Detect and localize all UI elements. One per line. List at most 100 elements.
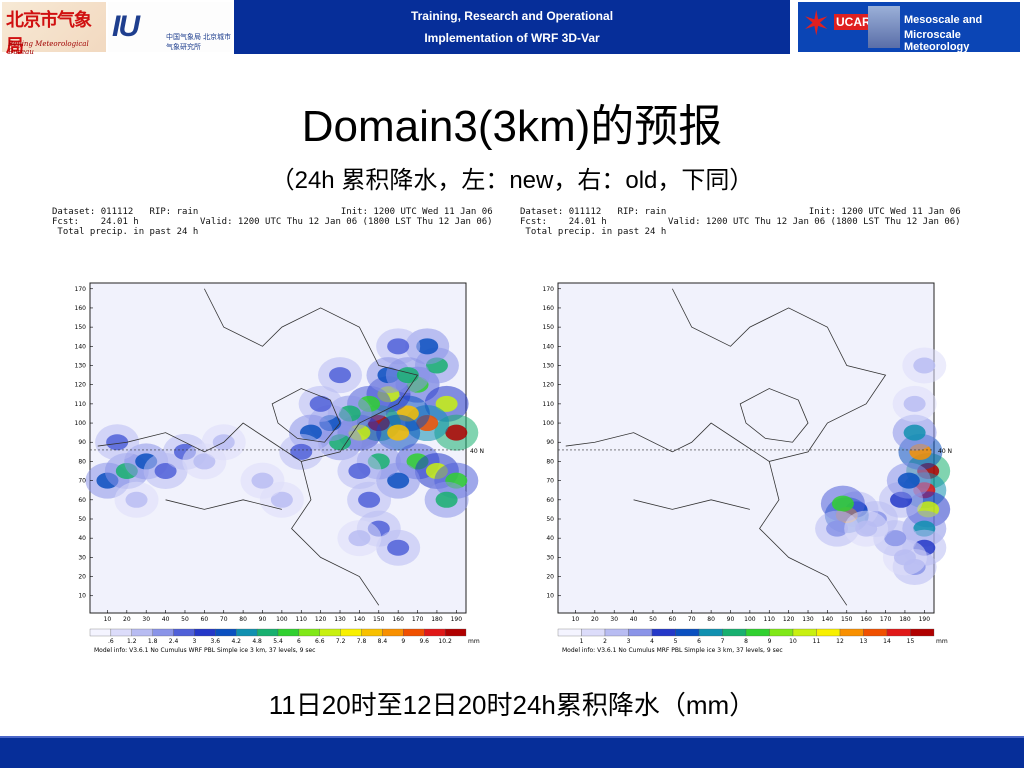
colorbar-swatch — [152, 628, 174, 637]
colorbar-swatch — [651, 628, 676, 637]
model-info: Model info: V3.6.1 No Cumulus MRF PBL Si… — [562, 647, 783, 654]
colorbar-label: 9.6 — [419, 638, 429, 645]
colorbar-label: 3 — [627, 638, 631, 645]
colorbar-swatch — [424, 628, 446, 637]
ucar-star-icon: ✶ — [802, 5, 831, 43]
y-tick-label: 40 — [546, 535, 554, 542]
header-banner: 北京市气象局 Beijing Meteorological Bureau IU … — [0, 0, 1024, 57]
x-tick-label: 50 — [649, 616, 657, 623]
colorbar-swatch — [816, 628, 841, 637]
y-tick-label: 20 — [546, 574, 554, 581]
y-tick-label: 100 — [75, 420, 87, 427]
x-tick-label: 110 — [764, 616, 776, 623]
x-tick-label: 130 — [802, 616, 814, 623]
y-tick-label: 20 — [78, 574, 86, 581]
colorbar-label: 12 — [836, 638, 844, 645]
precip-cell — [290, 443, 313, 460]
precip-cell — [329, 367, 352, 384]
colorbar-label: 7 — [721, 638, 725, 645]
x-tick-label: 100 — [744, 616, 756, 623]
x-tick-label: 20 — [591, 616, 599, 623]
footer-band — [0, 738, 1024, 768]
colorbar-swatch — [131, 628, 153, 637]
x-tick-label: 70 — [688, 616, 696, 623]
precip-map-old: 40 N10 20 30 40 50 60 70 80 90 100 110 120 130 140 150… — [543, 282, 952, 654]
colorbar-label: 7.8 — [357, 638, 367, 645]
x-tick-label: 30 — [142, 616, 150, 623]
latitude-label: 40 N — [938, 448, 952, 455]
beijing-bureau-logo: 北京市气象局 Beijing Meteorological Bureau — [2, 2, 106, 57]
panel-left-meta-right: Init: 1200 UTC Wed 11 Jan 06 Valid: 1200… — [200, 207, 493, 227]
beijing-bureau-logo-subtext: Beijing Meteorological Bureau — [8, 40, 89, 56]
precip-cell — [358, 491, 381, 508]
x-tick-label: 190 — [919, 616, 931, 623]
x-tick-label: 50 — [181, 616, 189, 623]
x-tick-label: 180 — [431, 616, 443, 623]
colorbar-label: 7.2 — [336, 638, 346, 645]
colorbar-swatch — [557, 628, 582, 637]
y-tick-label: 10 — [78, 593, 86, 600]
y-tick-label: 160 — [543, 305, 555, 312]
precip-cell — [445, 424, 468, 441]
precip-cell — [903, 395, 926, 412]
precip-cell — [416, 338, 439, 355]
y-tick-label: 120 — [75, 382, 87, 389]
precip-cell — [106, 434, 129, 451]
boundary-line-north — [97, 288, 419, 462]
colorbar-swatch — [444, 628, 467, 637]
boundary-line-north — [565, 288, 887, 462]
header-title-line1: Training, Research and Operational — [410, 9, 614, 23]
colorbar-swatch — [194, 628, 216, 637]
colorbar-label: 14 — [883, 638, 891, 645]
colorbar-label: 5 — [674, 638, 678, 645]
colorbar-swatch — [581, 628, 606, 637]
colorbar-swatch — [110, 628, 132, 637]
precip-cell — [270, 491, 293, 508]
y-tick-label: 70 — [546, 478, 554, 485]
colorbar-label: 13 — [860, 638, 868, 645]
x-tick-label: 90 — [259, 616, 267, 623]
y-tick-label: 70 — [78, 478, 86, 485]
y-tick-label: 120 — [543, 382, 555, 389]
colorbar-label: 4.8 — [252, 638, 262, 645]
precip-cell — [884, 530, 907, 547]
x-tick-label: 140 — [354, 616, 366, 623]
y-tick-label: 130 — [543, 363, 555, 370]
ium-logo-text: IU — [112, 10, 140, 43]
colorbar-swatch — [215, 628, 237, 637]
panel-left-meta-left: Dataset: 011112 RIP: rain Fcst: 24.01 h … — [52, 207, 199, 237]
precip-cell — [913, 357, 936, 374]
colorbar-swatch — [910, 628, 935, 637]
y-tick-label: 50 — [78, 516, 86, 523]
colorbar-swatch — [886, 628, 911, 637]
header-title-band: Training, Research and Operational Imple… — [234, 0, 790, 54]
y-tick-label: 60 — [546, 497, 554, 504]
colorbar-label: 4.2 — [231, 638, 241, 645]
x-tick-label: 170 — [412, 616, 424, 623]
colorbar-label: 9 — [768, 638, 772, 645]
x-tick-label: 130 — [334, 616, 346, 623]
colorbar-label: 2 — [603, 638, 607, 645]
y-tick-label: 90 — [78, 439, 86, 446]
y-tick-label: 170 — [543, 286, 555, 293]
x-tick-label: 10 — [572, 616, 580, 623]
x-tick-label: 150 — [841, 616, 853, 623]
y-tick-label: 90 — [546, 439, 554, 446]
precip-cell — [193, 453, 216, 470]
y-tick-label: 130 — [75, 363, 87, 370]
panel-right-meta-right: Init: 1200 UTC Wed 11 Jan 06 Valid: 1200… — [668, 207, 961, 227]
colorbar-swatch — [769, 628, 794, 637]
precip-cell — [855, 520, 878, 537]
ium-logo: IU 中国气象局 北京城市气象研究所 — [108, 2, 232, 52]
x-tick-label: 90 — [727, 616, 735, 623]
colorbar-label: 8 — [744, 638, 748, 645]
slide-subtitle: （24h 累积降水，左：new，右：old，下同） — [270, 167, 754, 194]
colorbar-label: 1.8 — [148, 638, 158, 645]
precip-cell — [251, 472, 274, 489]
y-tick-label: 10 — [546, 593, 554, 600]
y-tick-label: 150 — [543, 324, 555, 331]
colorbar-swatch — [340, 628, 362, 637]
colorbar-swatch — [604, 628, 629, 637]
boundary-line-south — [291, 461, 380, 606]
x-tick-label: 180 — [899, 616, 911, 623]
